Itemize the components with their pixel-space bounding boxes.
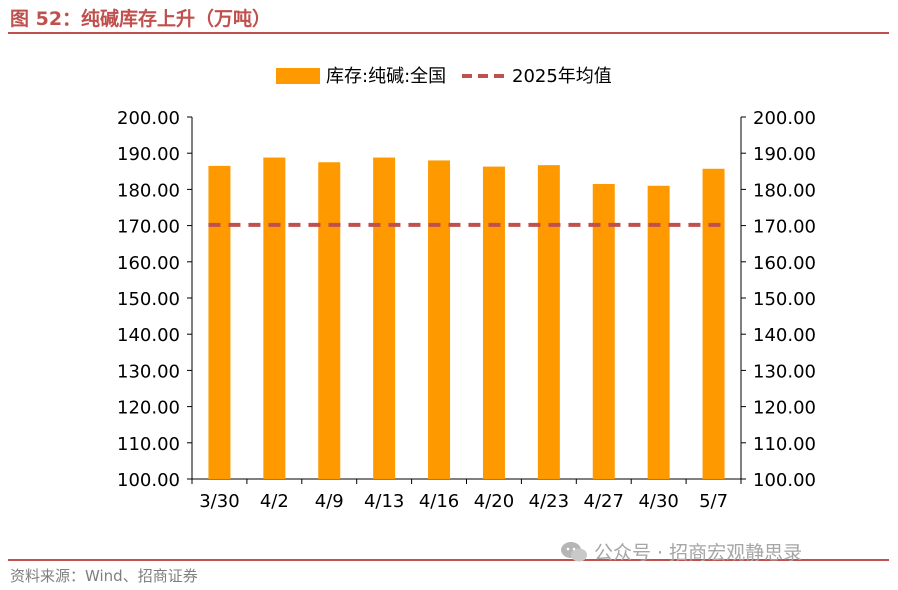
x-tick-label: 4/20 [474,491,514,512]
watermark: 公众号 · 招商宏观静思录 [560,538,802,565]
y-tick-label-left: 190.00 [117,144,180,165]
legend-label-line: 2025年均值 [512,66,612,87]
bar-series [208,157,725,480]
y-tick-label-left: 180.00 [117,180,180,201]
watermark-text: 公众号 · 招商宏观静思录 [594,542,803,564]
x-tick-label: 4/27 [584,491,624,512]
bar [592,183,615,479]
y-tick-label-right: 150.00 [753,289,816,310]
y-tick-label-left: 140.00 [117,325,180,346]
bar [263,157,286,479]
y-tick-label-left: 120.00 [117,398,180,419]
bar [482,166,505,479]
chart: 库存:纯碱:全国 2025年均值 100.00 100.00 110.00 110.0… [117,66,816,512]
x-tick-label: 4/16 [419,491,459,512]
y-tick-label-left: 100.00 [117,470,180,491]
x-tick-label: 4/30 [638,491,678,512]
bar [428,160,451,479]
footer-rule [8,559,889,561]
y-tick-label-left: 160.00 [117,253,180,274]
y-tick-label-right: 120.00 [753,398,816,419]
y-tick-label-right: 180.00 [753,180,816,201]
bar [318,162,341,479]
y-tick-label-right: 110.00 [753,434,816,455]
x-tick-label: 5/7 [699,491,728,512]
source-note: 资料来源：Wind、招商证券 [10,567,198,585]
wechat-icon [561,541,587,561]
y-tick-label-right: 130.00 [753,361,816,382]
figure-title: 图 52：纯碱库存上升（万吨） [10,8,272,30]
bar [373,157,396,479]
y-tick-label-right: 170.00 [753,217,816,238]
y-tick-label-left: 130.00 [117,361,180,382]
bar [208,165,231,479]
y-tick-label-right: 140.00 [753,325,816,346]
y-tick-label-right: 160.00 [753,253,816,274]
bar [647,185,670,479]
y-tick-label-left: 150.00 [117,289,180,310]
y-tick-label-right: 190.00 [753,144,816,165]
x-tick-label: 3/30 [199,491,239,512]
x-tick-label: 4/23 [529,491,569,512]
y-tick-label-left: 110.00 [117,434,180,455]
y-tick-label-right: 100.00 [753,470,816,491]
x-tick-label: 4/2 [260,491,289,512]
x-tick-label: 4/9 [315,491,344,512]
bar [537,165,560,479]
bar [702,168,725,480]
y-tick-label-left: 200.00 [117,108,180,129]
x-tick-label: 4/13 [364,491,404,512]
y-tick-label-left: 170.00 [117,217,180,238]
title-rule [8,32,889,34]
x-tick-labels: 3/30 4/2 4/9 4/13 4/16 4/20 4/23 4/27 4/30 5/7 [199,491,728,512]
y-tick-label-right: 200.00 [753,108,816,129]
legend-swatch-bar [276,68,320,84]
legend: 库存:纯碱:全国 2025年均值 [276,66,612,87]
legend-label-bar: 库存:纯碱:全国 [326,66,446,87]
